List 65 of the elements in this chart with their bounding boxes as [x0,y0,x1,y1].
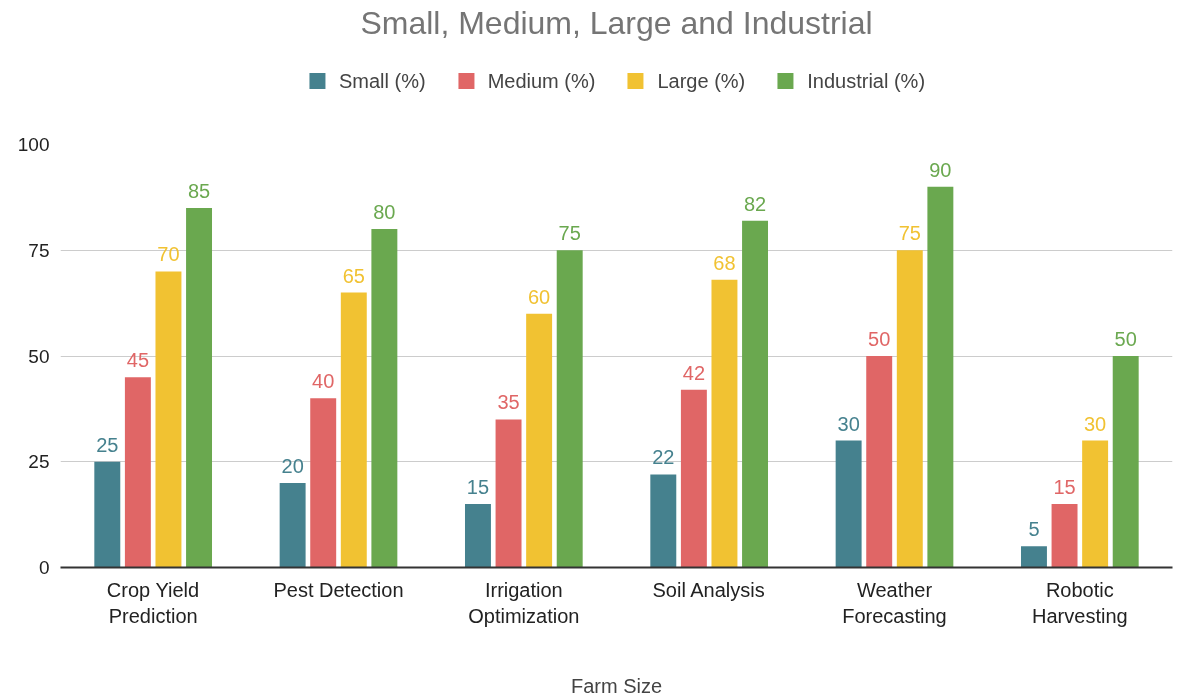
y-tick-label: 75 [28,239,50,261]
bar [866,356,893,568]
data-label: 30 [837,412,860,435]
legend-label: Large (%) [657,69,746,92]
data-label: 82 [743,192,767,215]
data-label: 22 [652,446,675,469]
bar [896,250,923,568]
bar [742,220,769,568]
data-label: 85 [187,179,211,202]
data-label: 42 [682,361,705,384]
bar [680,389,707,568]
data-label: 25 [96,433,119,456]
bar [371,229,398,568]
data-label: 35 [497,391,520,414]
bar [464,504,491,568]
x-tick-label: Weather Forecasting [842,578,947,627]
bar [94,461,121,568]
bar [340,292,367,568]
bar [835,440,862,568]
data-label: 60 [528,285,551,308]
bar [279,482,306,568]
chart-title: Small, Medium, Large and Industrial [360,4,873,41]
x-axis-title: Farm Size [570,674,663,697]
data-label: 15 [1053,476,1076,499]
bar [1082,440,1109,568]
bar [556,250,583,568]
x-tick-label: Pest Detection [273,578,404,601]
data-label: 75 [898,222,921,245]
bar [650,474,677,568]
data-label: 45 [126,349,149,372]
data-label: 50 [868,328,891,350]
y-tick-label: 0 [38,557,50,578]
y-tick-label: 50 [28,345,50,367]
data-label: 15 [466,476,490,499]
x-tick-label: Robotic Harvesting [1032,578,1128,627]
bar [495,419,522,568]
y-tick-label: 100 [17,134,50,155]
data-label: 5 [1028,518,1040,541]
data-label: 80 [373,201,396,224]
bar [927,186,954,568]
x-tick-label: Crop Yield Prediction [106,578,200,627]
bar [1051,504,1078,568]
x-tick-label: Soil Analysis [652,578,765,601]
data-label: 50 [1114,328,1137,350]
bar [526,313,553,568]
bar [1020,546,1047,568]
legend-label: Small (%) [338,69,426,92]
data-label: 90 [929,158,952,181]
data-label: 68 [713,251,736,274]
data-label: 65 [342,264,365,287]
x-tick-label: Irrigation Optimization [468,578,580,627]
bar [186,207,213,568]
data-label: 30 [1084,412,1107,435]
data-label: 40 [312,370,335,393]
data-label: 20 [281,454,304,477]
legend-label: Industrial (%) [807,69,926,92]
bar [1112,356,1139,568]
y-tick-label: 25 [28,451,50,473]
legend-label: Medium (%) [487,69,596,92]
bar [155,271,182,568]
bar [124,377,151,568]
data-label: 70 [157,243,180,266]
bar [711,279,738,568]
data-label: 75 [558,222,581,245]
bar [310,398,337,568]
